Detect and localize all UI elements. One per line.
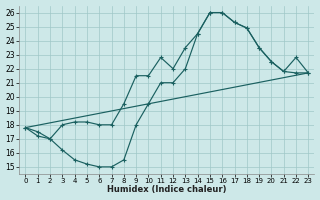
- X-axis label: Humidex (Indice chaleur): Humidex (Indice chaleur): [107, 185, 227, 194]
